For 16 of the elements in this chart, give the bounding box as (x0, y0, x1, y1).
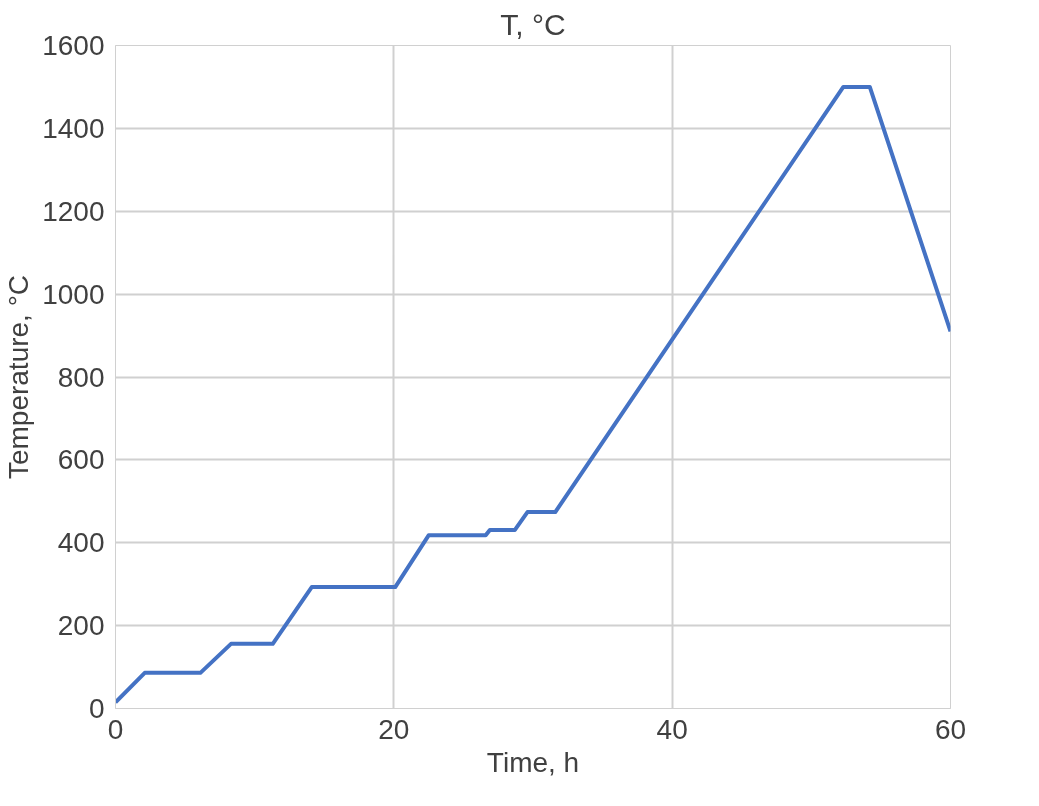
x-axis-title: Time, h (486, 746, 580, 778)
x-tick-label: 20 (378, 713, 410, 745)
x-tick-label: 40 (656, 713, 688, 745)
y-tick-label: 1600 (42, 30, 105, 61)
y-axis-title: Temperature, °C (3, 274, 35, 480)
chart-title: T, °C (500, 7, 566, 41)
line-series (115, 84, 951, 705)
y-tick-label: 0 (88, 693, 105, 724)
y-tick-label: 400 (57, 527, 105, 559)
x-tick-label: 60 (934, 713, 967, 745)
y-tick-label: 600 (57, 444, 105, 476)
y-tick-label: 1200 (42, 195, 105, 227)
y-tick-label: 800 (57, 361, 105, 393)
y-tick-label: 1400 (42, 112, 105, 144)
y-tick-label: 1000 (42, 278, 105, 310)
y-tick-label: 200 (57, 610, 105, 642)
